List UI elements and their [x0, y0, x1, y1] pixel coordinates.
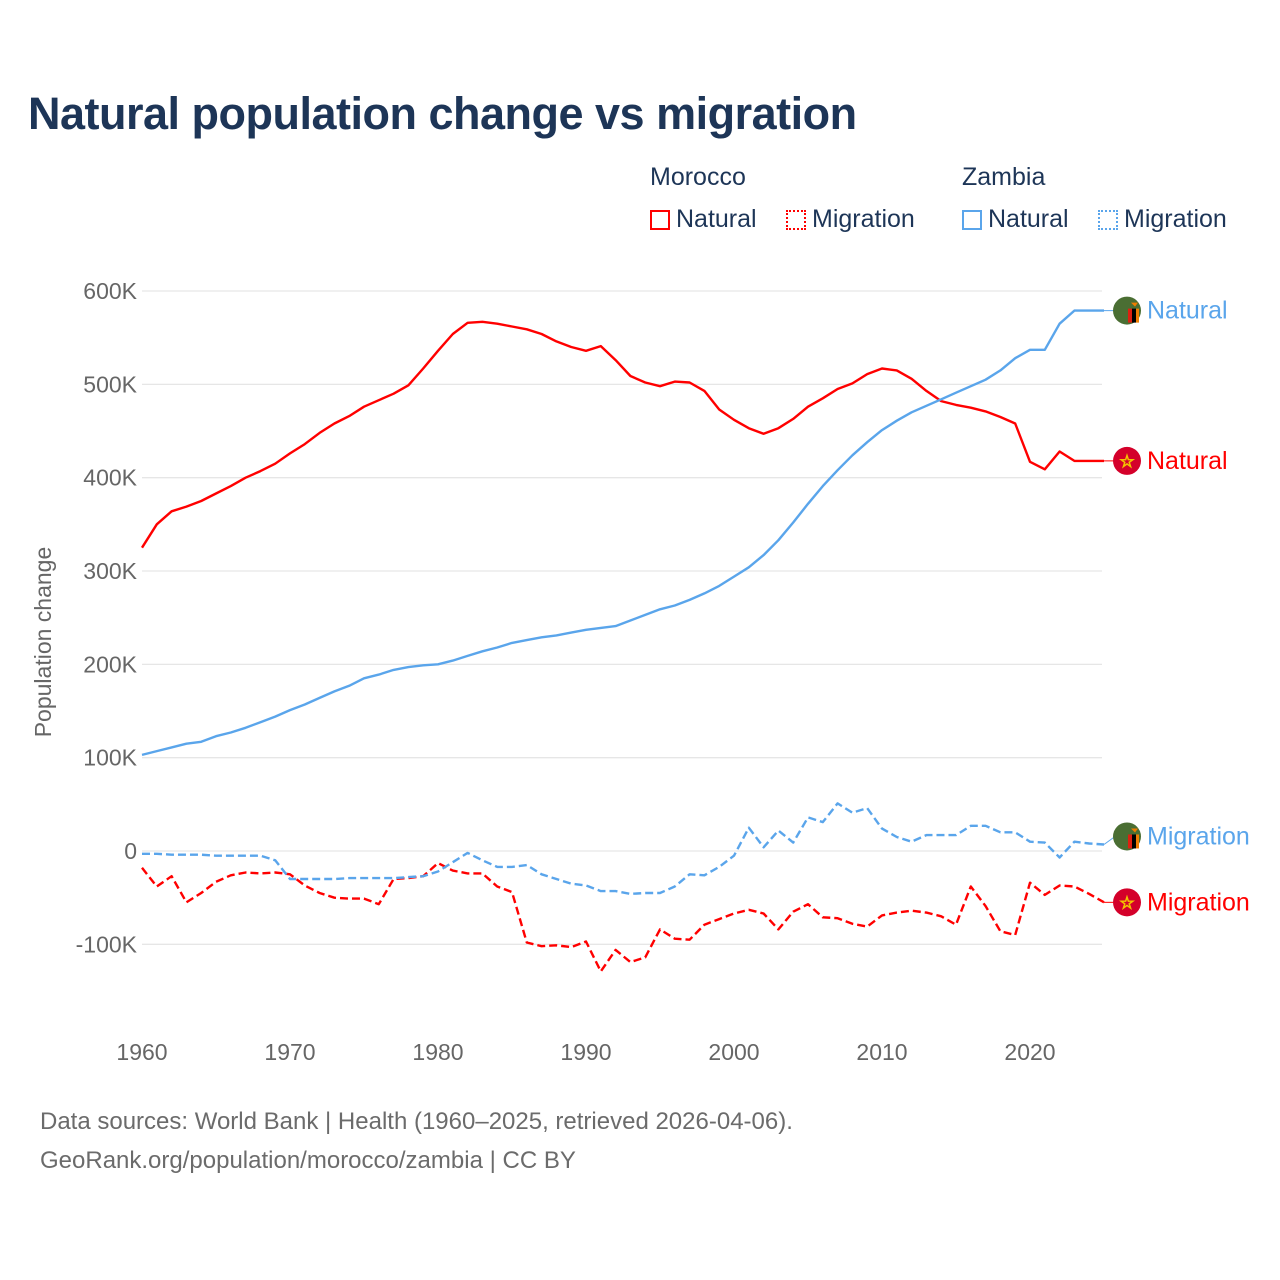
legend-swatch-solid-red [650, 209, 670, 230]
legend-label: Natural [676, 205, 757, 233]
x-tick-label: 1980 [412, 1039, 463, 1065]
legend-morocco-migration[interactable]: Migration [786, 205, 915, 234]
y-tick-label: 300K [83, 558, 137, 584]
zambia-flag-icon [1113, 296, 1141, 325]
legend-group-morocco: Morocco [650, 163, 746, 191]
morocco-flag-icon: ☆ [1113, 888, 1141, 917]
morocco-natural-line[interactable] [140, 320, 1104, 549]
y-tick-label: 0 [124, 838, 137, 864]
y-axis-label: Population change [30, 547, 56, 738]
x-tick-label: 2010 [856, 1039, 907, 1065]
legend-label: Natural [988, 205, 1069, 233]
legend-group-zambia: Zambia [962, 163, 1046, 191]
legend-zambia-natural[interactable]: Natural [962, 205, 1069, 234]
legend-swatch-dotted-blue [1098, 209, 1118, 230]
svg-text:☆: ☆ [1119, 452, 1134, 471]
zambia-flag-icon [1113, 822, 1141, 851]
legend-label: Migration [1124, 205, 1227, 233]
y-tick-label: 400K [83, 465, 137, 491]
chart-title: Natural population change vs migration [28, 88, 857, 139]
legend-zambia-migration[interactable]: Migration [1098, 205, 1227, 234]
y-tick-label: 500K [83, 371, 137, 397]
x-tick-label: 1990 [560, 1039, 611, 1065]
footer-sources: Data sources: World Bank | Health (1960–… [40, 1108, 793, 1135]
zambia-natural-end-label: Natural [1147, 297, 1228, 325]
legend-label: Migration [812, 205, 915, 233]
morocco-migration-line[interactable] [141, 861, 1105, 973]
morocco-migration-end-label: Migration [1147, 888, 1250, 916]
zambia-migration-line[interactable] [142, 802, 1105, 896]
y-tick-label: 200K [83, 651, 137, 677]
legend-swatch-dotted-red [786, 209, 806, 230]
x-tick-label: 2020 [1004, 1039, 1055, 1065]
legend-swatch-solid-blue [962, 209, 982, 230]
y-tick-label: 600K [83, 278, 137, 304]
zambia-migration-end-label: Migration [1147, 822, 1250, 850]
y-tick-label: 100K [83, 745, 137, 771]
svg-text:☆: ☆ [1119, 893, 1134, 912]
morocco-natural-end-label: Natural [1147, 447, 1228, 475]
x-tick-label: 2000 [708, 1039, 759, 1065]
x-tick-label: 1960 [116, 1039, 167, 1065]
zambia-natural-line[interactable] [141, 309, 1104, 757]
morocco-flag-icon: ☆ [1113, 446, 1141, 475]
y-tick-label: -100K [76, 931, 138, 957]
footer-link[interactable]: GeoRank.org/population/morocco/zambia | … [40, 1147, 576, 1174]
x-tick-label: 1970 [264, 1039, 315, 1065]
legend-morocco-natural[interactable]: Natural [650, 205, 757, 234]
